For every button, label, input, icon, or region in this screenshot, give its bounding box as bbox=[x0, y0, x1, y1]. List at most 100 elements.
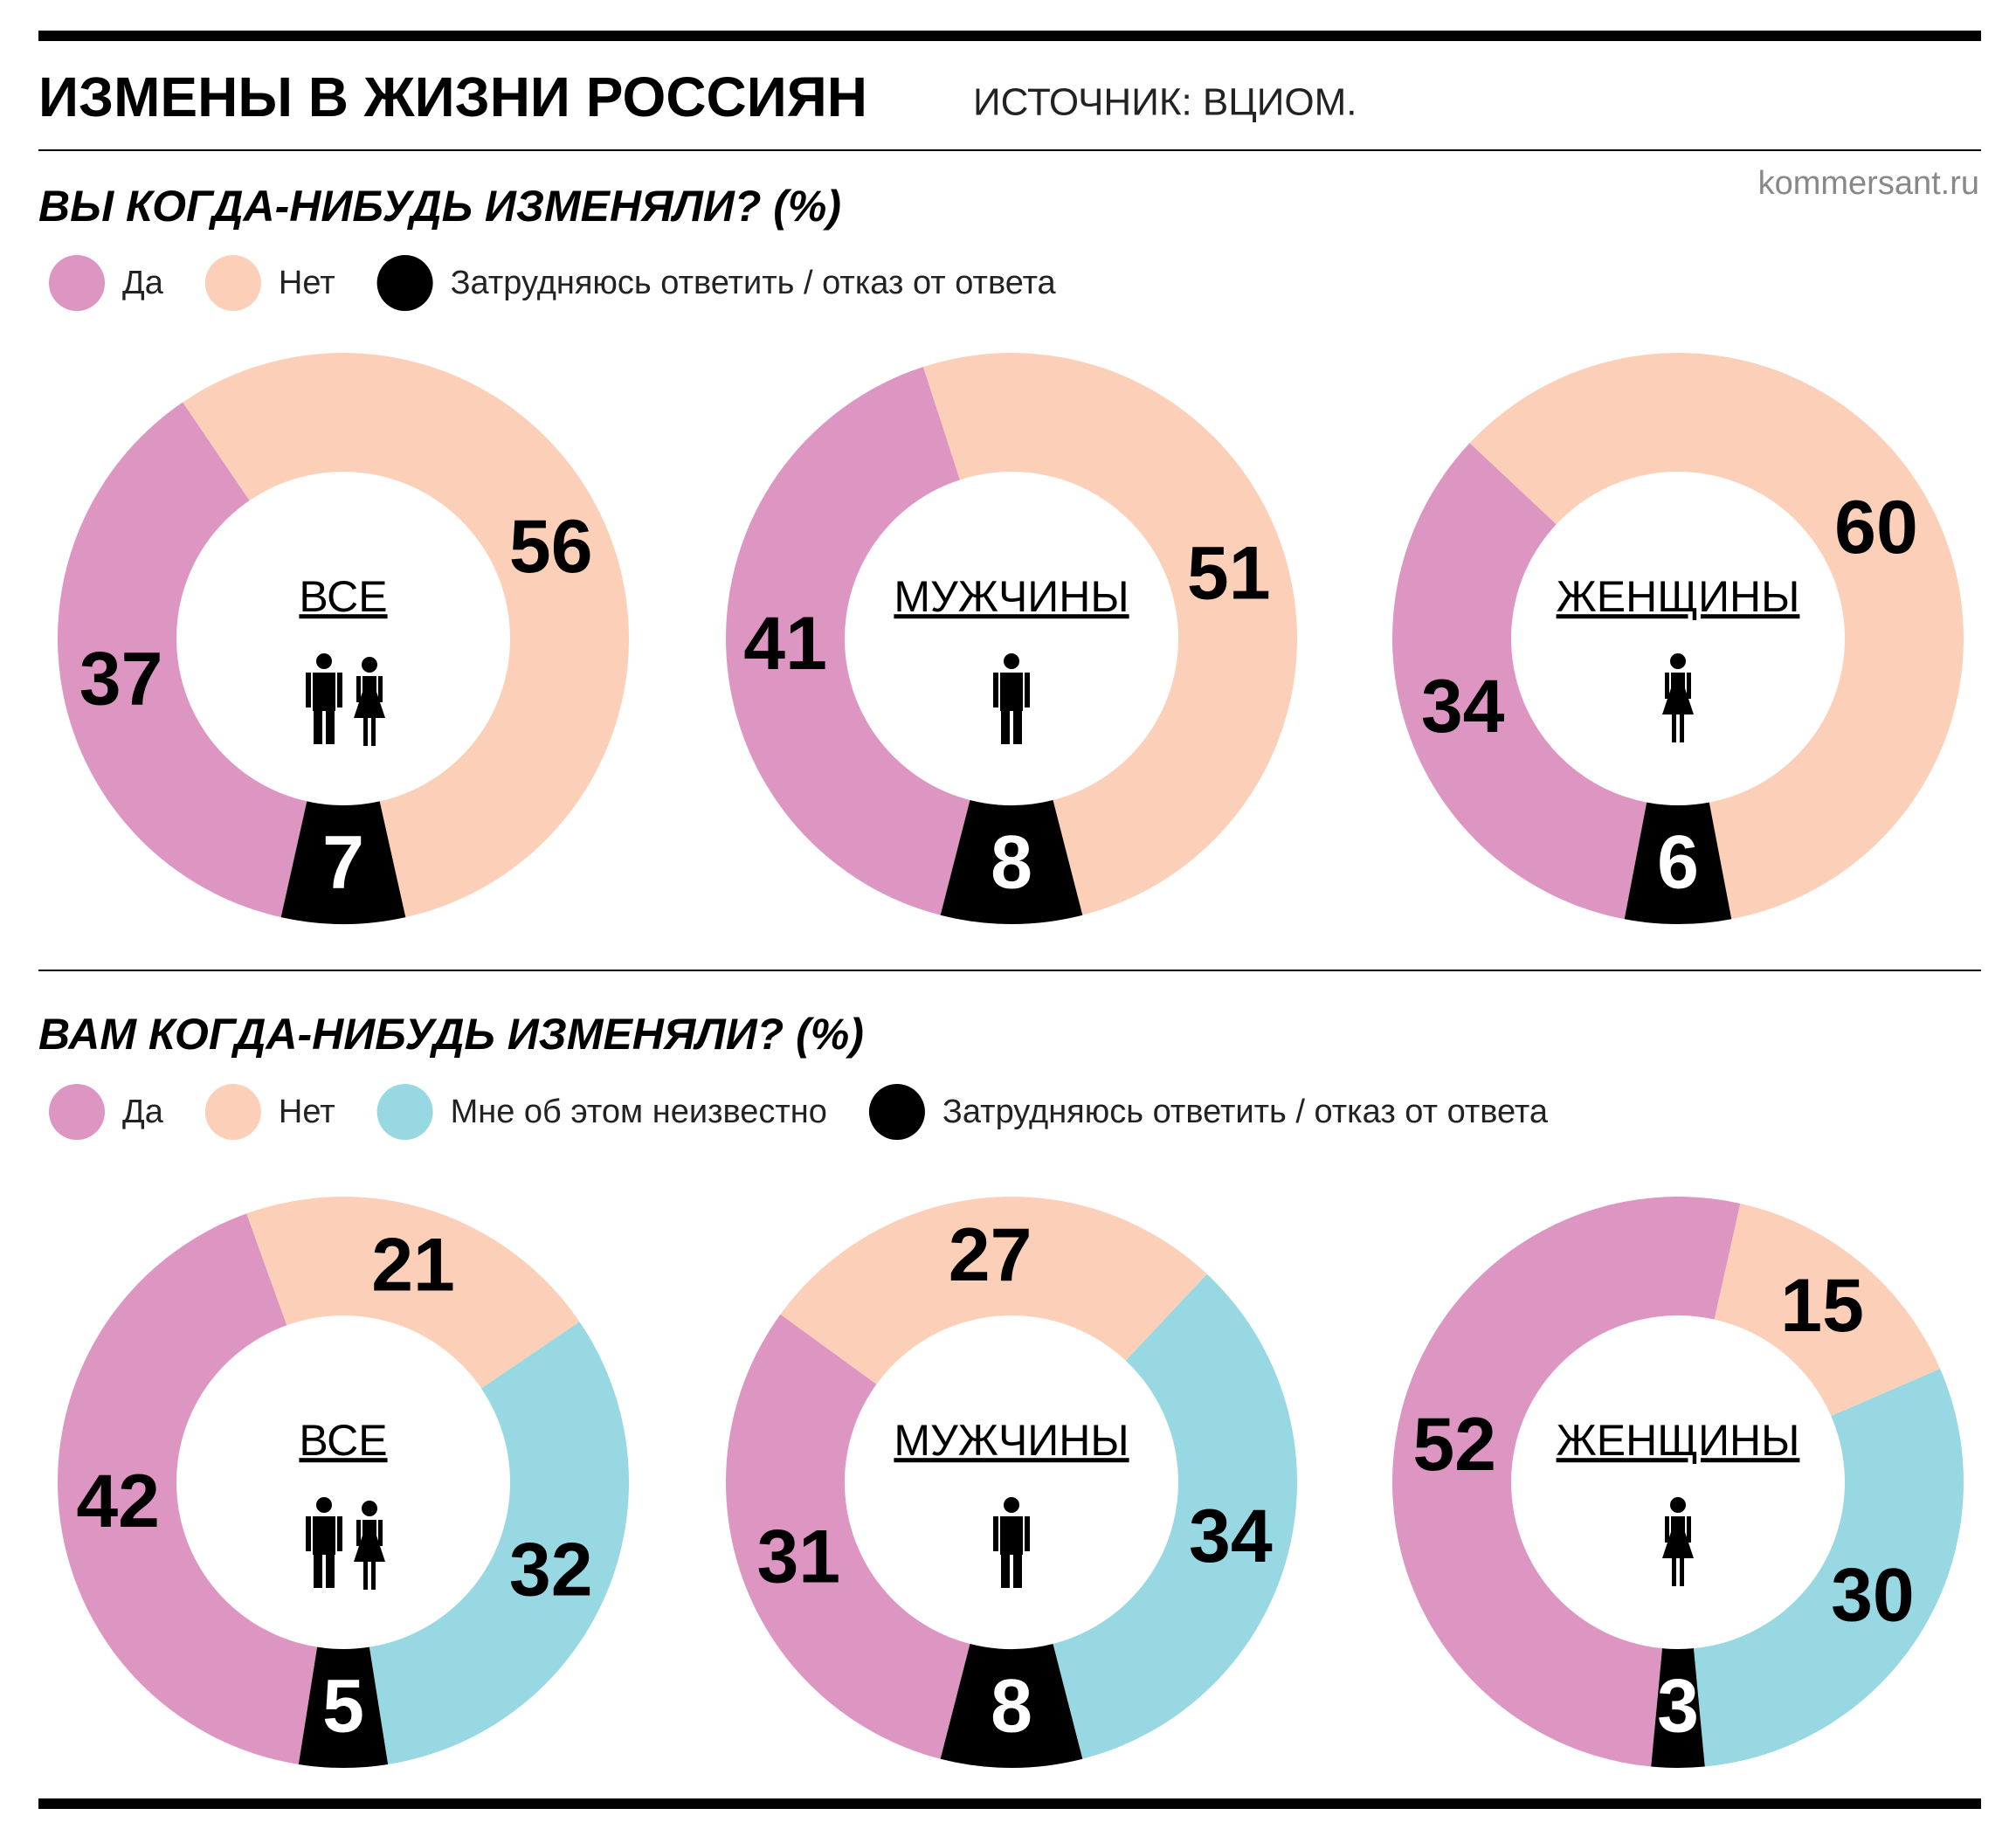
legend-label: Мне об этом неизвестно bbox=[451, 1094, 827, 1130]
donut-segment bbox=[1053, 1274, 1297, 1759]
icon-arm bbox=[1687, 673, 1691, 699]
icon-dress bbox=[1662, 688, 1694, 714]
donut-segment bbox=[246, 1197, 580, 1389]
icon-leg bbox=[314, 709, 322, 744]
donut: 52 15 30 3 ЖЕНЩИНЫ bbox=[1391, 1196, 1964, 1769]
value-label: 32 bbox=[509, 1529, 593, 1612]
donut-segment bbox=[58, 402, 307, 918]
icon-arm bbox=[1687, 1516, 1691, 1543]
source: ИСТОЧНИК: ВЦИОМ. bbox=[973, 81, 1357, 124]
question-title: ВЫ КОГДА-НИБУДЬ ИЗМЕНЯЛИ? (%) bbox=[38, 182, 841, 231]
legend-swatch bbox=[204, 255, 261, 311]
icon-head bbox=[316, 653, 332, 669]
icon-leg bbox=[363, 716, 368, 746]
donut-segment bbox=[183, 352, 630, 918]
category-label: ВСЕ bbox=[299, 1416, 387, 1465]
donut-segment bbox=[1651, 1648, 1705, 1769]
icon-torso bbox=[1000, 1516, 1023, 1555]
donut-segment bbox=[1624, 802, 1732, 924]
icon-head bbox=[1004, 1497, 1019, 1513]
icon-leg bbox=[326, 709, 335, 744]
icon-arm bbox=[337, 673, 342, 708]
icon-torso bbox=[362, 1520, 376, 1539]
donut-segment bbox=[1714, 1203, 1941, 1417]
icon-arm bbox=[1025, 1516, 1030, 1551]
icon-dress bbox=[354, 692, 385, 718]
icon-arm bbox=[378, 1520, 383, 1546]
question-title: ВАМ КОГДА-НИБУДЬ ИЗМЕНЯЛИ? (%) bbox=[38, 1010, 864, 1059]
icon-arm bbox=[306, 673, 311, 708]
icon-torso bbox=[1671, 673, 1685, 692]
value-label: 8 bbox=[991, 821, 1032, 905]
icon-arm bbox=[356, 676, 361, 702]
donut-segment bbox=[940, 799, 1083, 924]
icon-head bbox=[362, 657, 377, 673]
donut-segment bbox=[1391, 1196, 1741, 1767]
donut: 41 51 8 МУЖЧИНЫ bbox=[726, 352, 1298, 924]
icon-arm bbox=[306, 1516, 311, 1551]
donut-segment bbox=[58, 1213, 318, 1764]
legend-swatch bbox=[49, 255, 105, 311]
value-label: 3 bbox=[1657, 1665, 1699, 1749]
donut: 42 21 32 5 ВСЕ bbox=[58, 1197, 629, 1768]
icon-arm bbox=[1665, 1516, 1669, 1543]
donut-segment bbox=[940, 1643, 1083, 1769]
icon-head bbox=[316, 1497, 332, 1513]
legend-label: Нет bbox=[279, 1094, 335, 1130]
value-label: 34 bbox=[1421, 665, 1505, 749]
icon-arm bbox=[378, 676, 383, 702]
donut: 34 60 6 ЖЕНЩИНЫ bbox=[1392, 352, 1964, 924]
donut-segment bbox=[1392, 443, 1647, 920]
icon-leg bbox=[371, 1560, 376, 1590]
donut-segment bbox=[280, 801, 406, 924]
icon-head bbox=[1670, 653, 1686, 669]
donut-segment bbox=[1469, 352, 1964, 920]
icon-dress bbox=[1662, 1532, 1694, 1558]
icon-dress bbox=[354, 1536, 385, 1562]
site: kommersant.ru bbox=[1758, 165, 1979, 202]
donut: 37 56 7 ВСЕ bbox=[58, 352, 630, 924]
category-label: МУЖЧИНЫ bbox=[894, 572, 1129, 621]
donut-segment bbox=[726, 367, 970, 915]
legend-label: Затрудняюсь ответить / отказ от ответа bbox=[942, 1094, 1549, 1130]
icon-head bbox=[1004, 653, 1019, 669]
icon-torso bbox=[1671, 1516, 1685, 1536]
donut-segment bbox=[1693, 1369, 1964, 1767]
icon-arm bbox=[337, 1516, 342, 1551]
value-label: 27 bbox=[949, 1213, 1032, 1297]
icon-leg bbox=[326, 1553, 335, 1588]
main-title: ИЗМЕНЫ В ЖИЗНИ РОССИЯН bbox=[38, 66, 867, 128]
top-rule bbox=[38, 31, 1981, 41]
icon-leg bbox=[363, 1560, 368, 1590]
category-label: ЖЕНЩИНЫ bbox=[1557, 1416, 1800, 1465]
icon-arm bbox=[356, 1520, 361, 1546]
value-label: 52 bbox=[1412, 1403, 1496, 1487]
value-label: 7 bbox=[322, 821, 364, 905]
legend-label: Да bbox=[122, 1094, 164, 1130]
icon-torso bbox=[362, 676, 376, 695]
icon-leg bbox=[371, 716, 376, 746]
value-label: 30 bbox=[1831, 1554, 1915, 1638]
icon-head bbox=[1670, 1497, 1686, 1513]
donut-segment bbox=[922, 352, 1298, 915]
icon-leg bbox=[314, 1553, 322, 1588]
icon-leg bbox=[1680, 713, 1684, 742]
icon-leg bbox=[1672, 1557, 1676, 1586]
value-label: 60 bbox=[1834, 486, 1918, 569]
legend-swatch bbox=[376, 1084, 433, 1140]
icon-leg bbox=[1001, 1553, 1010, 1588]
icon-leg bbox=[1672, 713, 1676, 742]
legend-label: Затрудняюсь ответить / отказ от ответа bbox=[451, 265, 1057, 301]
legend-label: Нет bbox=[279, 265, 335, 301]
value-label: 41 bbox=[743, 602, 827, 686]
value-label: 21 bbox=[371, 1223, 455, 1307]
legend-label: Да bbox=[122, 265, 164, 301]
icon-arm bbox=[993, 673, 998, 708]
icon-arm bbox=[993, 1516, 998, 1551]
icon-torso bbox=[313, 1516, 335, 1555]
icon-arm bbox=[1665, 673, 1669, 699]
icon-leg bbox=[1001, 709, 1010, 744]
donut-segment bbox=[780, 1197, 1207, 1384]
